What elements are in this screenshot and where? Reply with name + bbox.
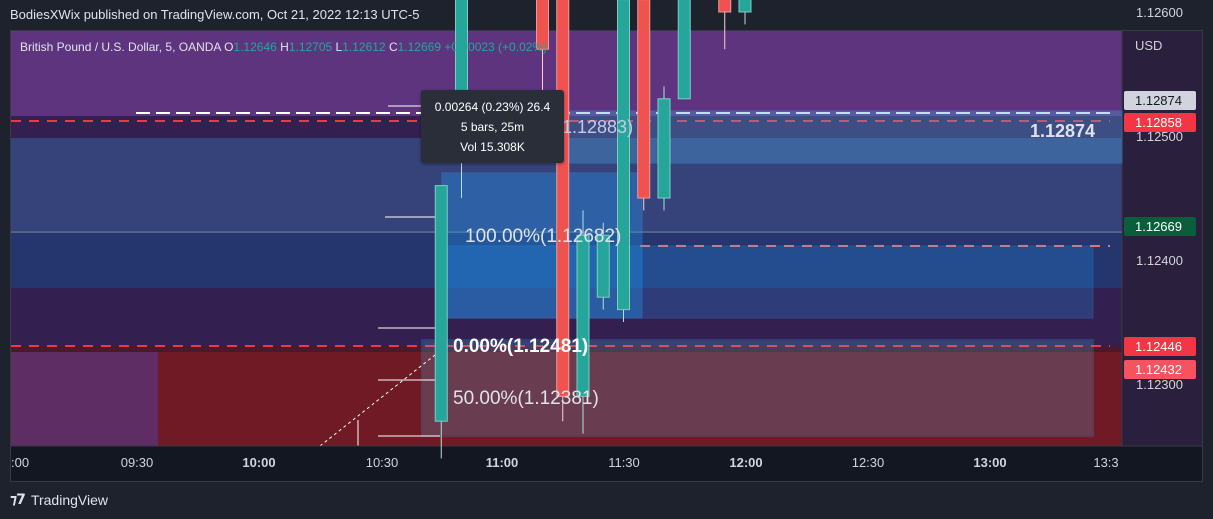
legend-part: British Pound / U.S. Dollar, 5, OANDA bbox=[20, 40, 221, 54]
x-tick-label: 10:00 bbox=[242, 455, 275, 470]
publish-header: BodiesXWix published on TradingView.com,… bbox=[0, 0, 1213, 30]
price-badge-bg bbox=[1124, 113, 1196, 132]
candlestick-chart[interactable]: USD1.123001.124001.125001.126001.127001.… bbox=[0, 0, 1213, 485]
candle-body bbox=[657, 98, 671, 199]
chart-annotation: 1.12874 bbox=[1030, 121, 1095, 141]
price-badge-label: 1.12874 bbox=[1135, 93, 1182, 108]
footer: ⁊7 TradingView bbox=[10, 488, 108, 512]
tradingview-logo-icon: ⁊7 bbox=[10, 492, 26, 508]
x-tick-label: 11:30 bbox=[608, 455, 640, 470]
x-tick-label: 11:00 bbox=[486, 455, 519, 470]
legend-part: 1.12705 bbox=[289, 40, 333, 54]
legend-part: +0.00023 (+0.02%) bbox=[441, 40, 547, 54]
candle-body bbox=[637, 0, 651, 199]
legend-part: 1.12669 bbox=[398, 40, 442, 54]
candle-body bbox=[434, 185, 448, 422]
x-tick-label: 13:00 bbox=[973, 455, 1006, 470]
tooltip-bars: 5 bars, 25m bbox=[460, 120, 525, 134]
legend-part: 1.12612 bbox=[342, 40, 386, 54]
x-tick-label: 13:3 bbox=[1093, 455, 1118, 470]
price-badge-bg bbox=[1124, 217, 1196, 236]
legend-part: O bbox=[221, 40, 234, 54]
y-tick-label: 1.12600 bbox=[1136, 5, 1183, 20]
price-badge-label: 1.12858 bbox=[1135, 115, 1182, 130]
candle-body bbox=[718, 0, 732, 13]
footer-brand[interactable]: TradingView bbox=[30, 492, 108, 508]
candle-body bbox=[576, 234, 590, 397]
measure-tooltip: 0.00264 (0.23%) 26.4 5 bars, 25m Vol 15.… bbox=[421, 90, 564, 163]
fib-box-right bbox=[441, 245, 1094, 319]
price-badge-label: 1.12446 bbox=[1135, 339, 1182, 354]
y-tick-label: 1.12400 bbox=[1136, 253, 1183, 268]
candle-body bbox=[677, 0, 691, 100]
price-badge-bg bbox=[1124, 337, 1196, 356]
legend-part: C bbox=[386, 40, 398, 54]
legend-part: H bbox=[277, 40, 289, 54]
ohlc-legend: British Pound / U.S. Dollar, 5, OANDA O1… bbox=[20, 40, 547, 54]
tooltip-change: 0.00264 (0.23%) 26.4 bbox=[434, 100, 551, 114]
legend-part: L bbox=[332, 40, 342, 54]
y-tick-label: 1.12500 bbox=[1136, 129, 1183, 144]
x-tick-label: 12:30 bbox=[852, 455, 885, 470]
candle-body bbox=[617, 0, 630, 311]
red-zone-inner bbox=[158, 352, 1122, 446]
y-tick-label: 1.12300 bbox=[1136, 377, 1183, 392]
tooltip-volume: Vol 15.308K bbox=[460, 140, 525, 154]
purple-zone-bottom-left bbox=[11, 352, 158, 446]
trend-dashed-line bbox=[319, 354, 436, 447]
candle-body bbox=[596, 234, 610, 298]
currency-label: USD bbox=[1135, 38, 1162, 53]
price-badge-bg bbox=[1124, 360, 1196, 379]
x-tick-label: 09:30 bbox=[121, 455, 154, 470]
chart-annotation: 50.00%(1.12381) bbox=[453, 388, 599, 409]
legend-part: 1.12646 bbox=[233, 40, 277, 54]
x-tick-label: :00 bbox=[11, 455, 29, 470]
x-tick-label: 10:30 bbox=[366, 455, 399, 470]
candle-body bbox=[536, 0, 549, 50]
price-badge-bg bbox=[1124, 91, 1196, 110]
price-badge-label: 1.12432 bbox=[1135, 362, 1182, 377]
chart-annotation: 100.00%(1.12682) bbox=[465, 226, 621, 247]
x-tick-label: 12:00 bbox=[729, 455, 762, 470]
candle-body bbox=[738, 0, 752, 13]
fib-box-lower bbox=[421, 339, 1094, 437]
chart-annotation: 1.12883) bbox=[562, 117, 633, 137]
price-badge-label: 1.12669 bbox=[1135, 219, 1182, 234]
chart-annotation: 0.00%(1.12481) bbox=[453, 336, 588, 357]
